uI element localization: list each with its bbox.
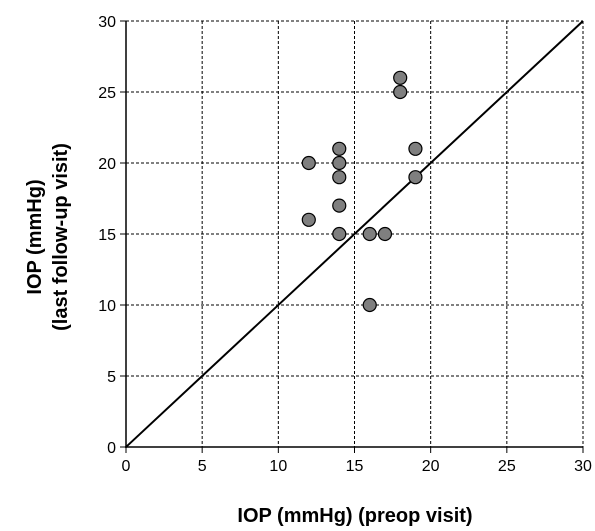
x-tick-label: 5	[198, 458, 207, 475]
tick-labels: 0 5 10 15 20 25 30 0 5 10 15 20 25 30	[98, 14, 592, 475]
data-point	[377, 226, 393, 242]
data-point	[362, 297, 377, 313]
data-point	[393, 84, 408, 100]
reference-line-group	[125, 20, 584, 448]
y-tick-label: 15	[98, 227, 116, 244]
y-tick-label: 10	[98, 298, 116, 315]
y-axis-title-line-2: (last follow-up visit)	[50, 143, 72, 331]
x-tick-label: 25	[498, 458, 516, 475]
x-tick-label: 30	[574, 458, 592, 475]
x-tick-label: 20	[422, 458, 440, 475]
y-tick-label: 0	[107, 440, 116, 457]
x-tick-label: 15	[346, 458, 364, 475]
y-axis-title-line-1: IOP (mmHg)	[24, 179, 46, 294]
y-tick-label: 5	[107, 369, 116, 386]
data-point	[332, 226, 347, 242]
identity-reference-line	[125, 20, 584, 448]
y-tick-label: 20	[98, 156, 116, 173]
y-tick-label: 30	[98, 14, 116, 31]
data-point	[332, 170, 347, 185]
x-axis-title: IOP (mmHg) (preop visit)	[237, 505, 472, 527]
data-point	[408, 141, 423, 156]
data-point	[332, 198, 347, 213]
x-tick-label: 0	[122, 458, 131, 475]
data-point	[362, 226, 377, 242]
data-point	[332, 141, 347, 156]
axes	[120, 20, 584, 453]
y-tick-label: 25	[98, 85, 116, 102]
data-point	[408, 170, 423, 185]
data-points	[301, 70, 423, 313]
x-tick-label: 10	[269, 458, 287, 475]
data-point	[301, 155, 316, 171]
data-point	[393, 70, 408, 85]
data-point	[301, 212, 316, 227]
data-point	[332, 155, 347, 171]
